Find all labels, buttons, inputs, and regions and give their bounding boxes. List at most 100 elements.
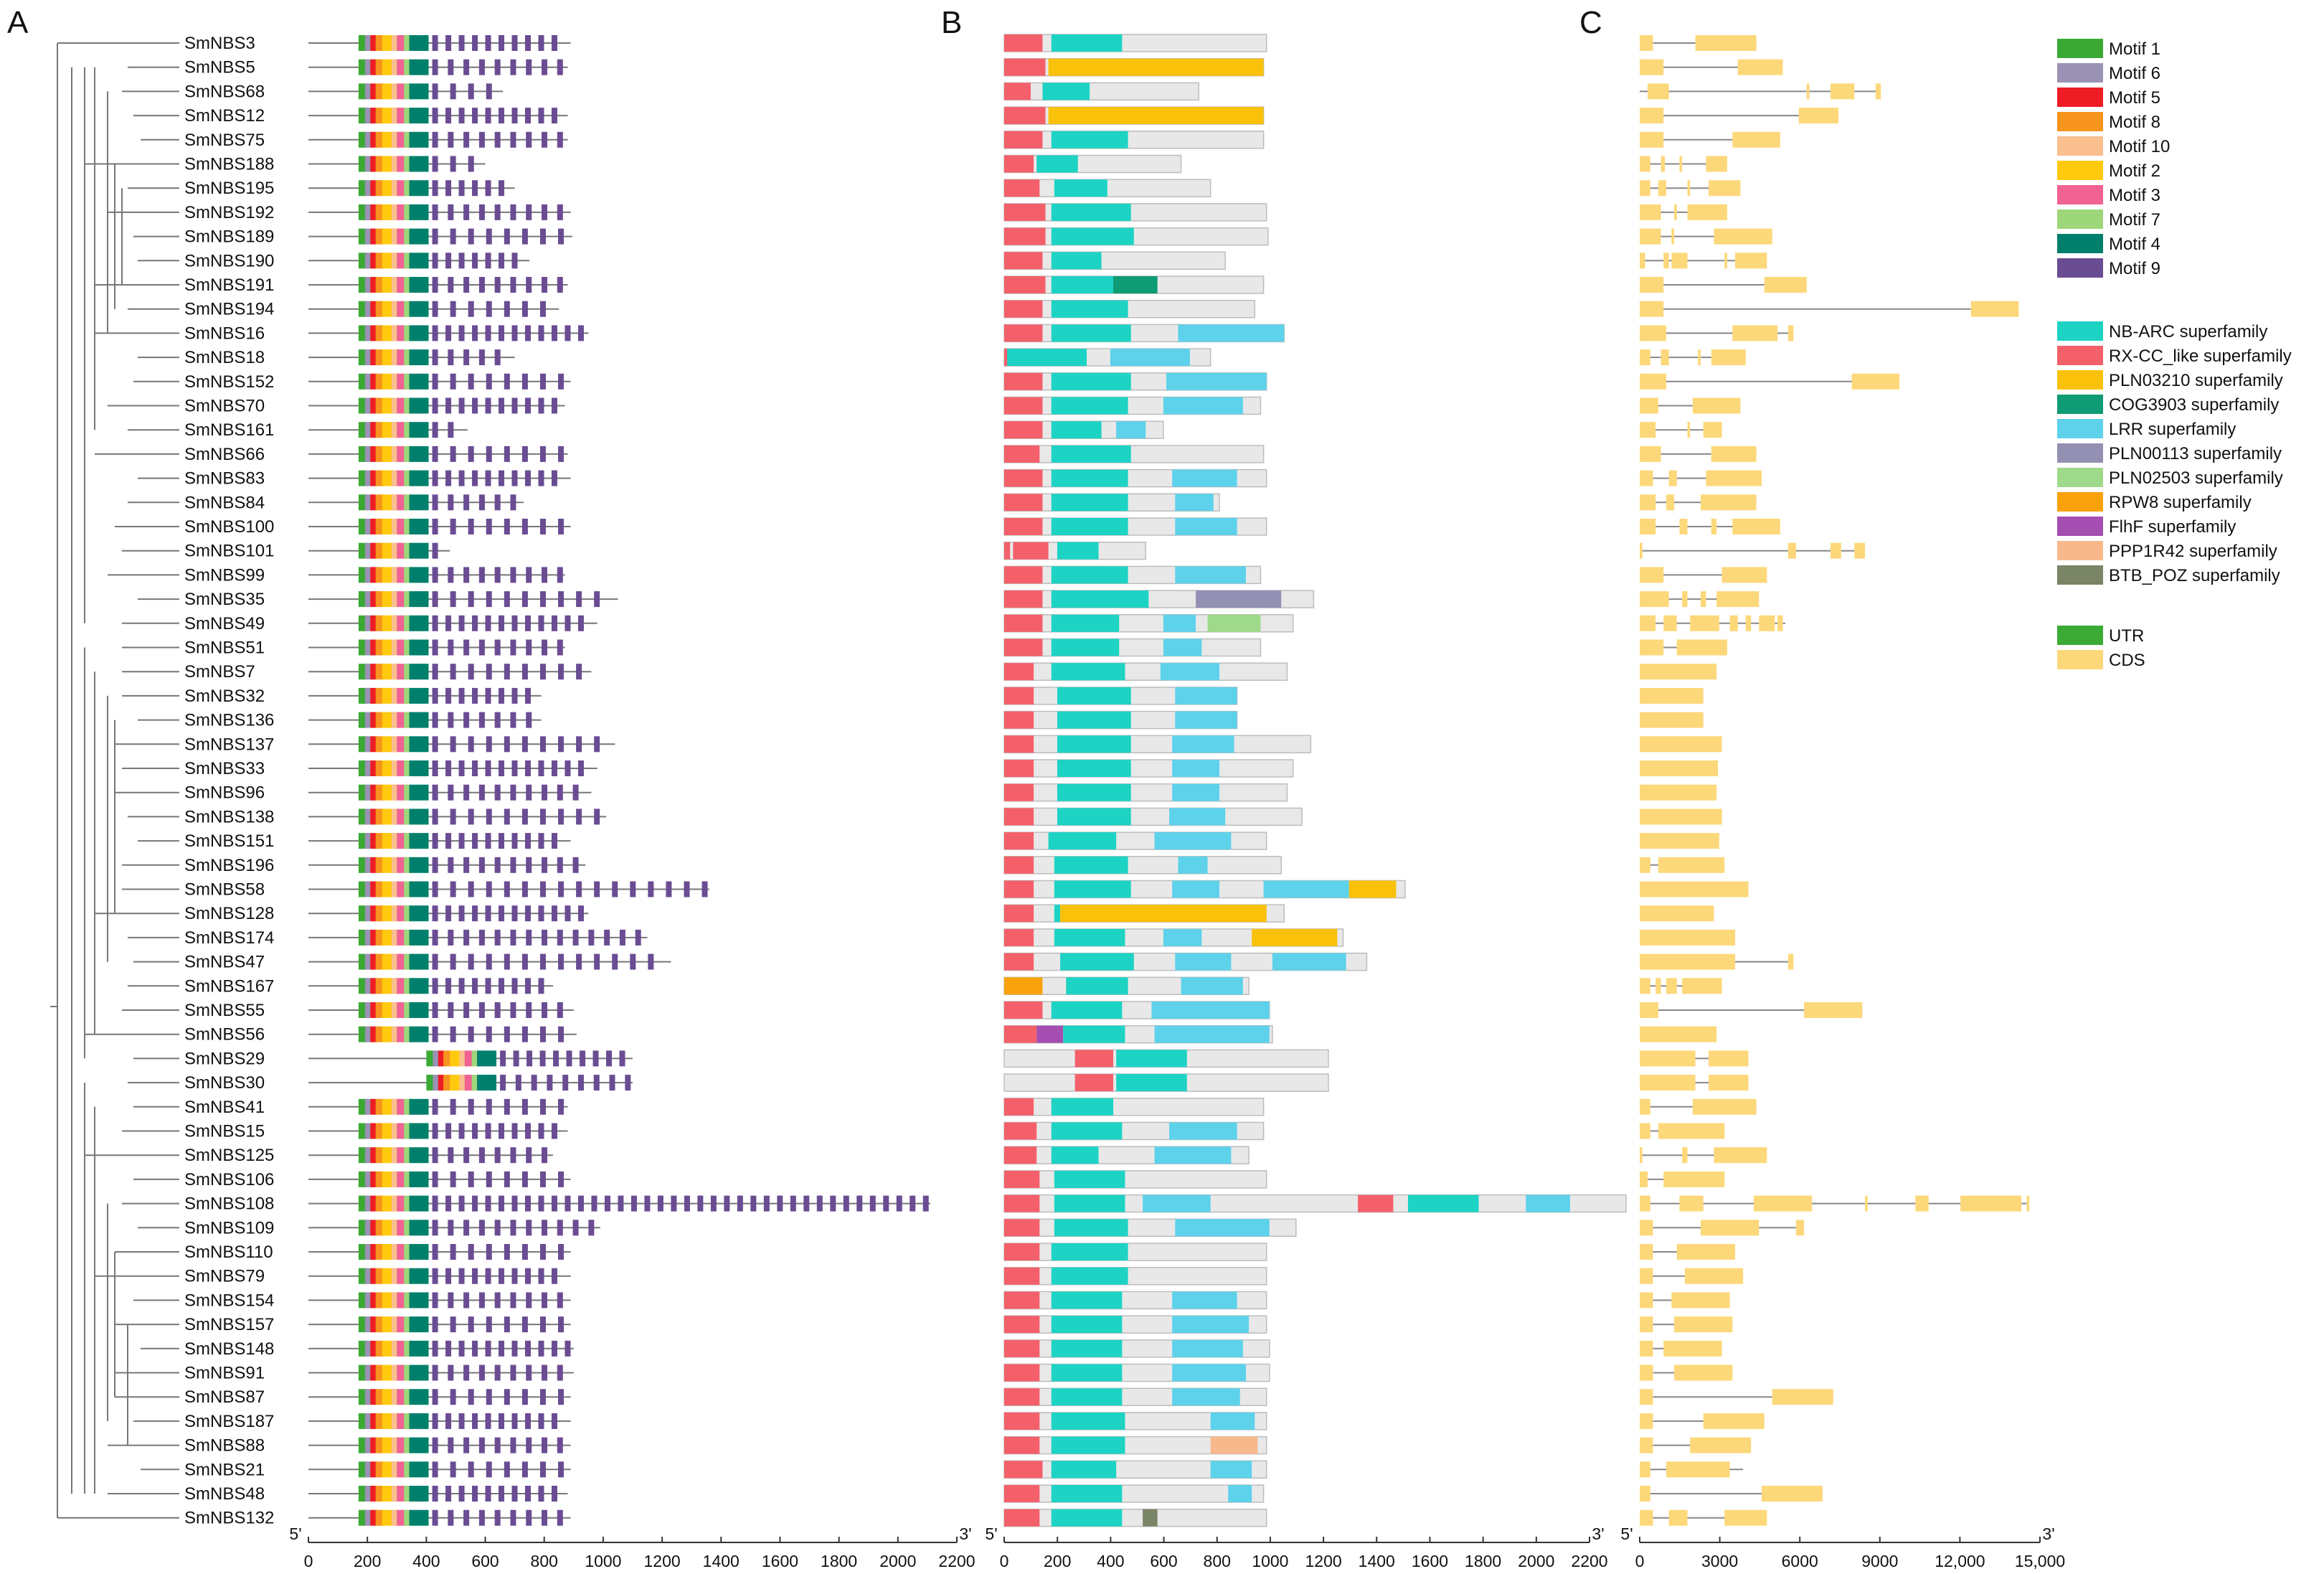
motif-box [558,953,565,970]
motif-box [409,83,429,100]
motif-box [471,1075,478,1091]
motif-box [539,809,546,825]
gene-name: SmNBS16 [184,324,265,343]
motif-box [450,1244,456,1260]
domain-box [1151,1002,1270,1019]
domain-box [1042,83,1090,100]
motif-box [472,180,478,197]
motif-box [750,1195,757,1212]
motif-box [370,615,377,631]
motif-box [526,1365,532,1381]
motif-box [499,1413,505,1429]
motif-box [391,1195,398,1212]
motif-box [486,1461,492,1478]
motif-box [391,881,398,897]
motif-box [364,253,372,269]
motif-box [404,108,411,124]
domain-box [1051,1436,1125,1454]
exon-box [1640,1365,1653,1381]
motif-box [364,204,372,220]
domain-box [1057,760,1131,777]
motif-box [391,1147,398,1164]
a-tick-label: 1200 [644,1552,681,1570]
legend-label: RPW8 superfamily [2109,493,2252,512]
motif-box [478,1220,485,1236]
exon-box [1806,83,1810,100]
motif-box [557,204,563,220]
exon-box [1700,1220,1759,1236]
domain-box [1004,1025,1037,1043]
legend-label: Motif 5 [2109,88,2160,108]
exon-box [1711,519,1717,534]
motif-box [432,494,438,511]
motif-box [364,664,372,680]
motif-box [445,470,452,486]
legend-label: Motif 6 [2109,64,2160,83]
gene-name: SmNBS174 [184,928,274,948]
exon-box [1640,180,1650,197]
motif-box [485,833,491,849]
motif-box [370,204,377,220]
motif-box [499,687,505,704]
motif-box [391,349,398,366]
motif-box [432,1292,438,1309]
motif-box [538,1486,544,1502]
motif-box [409,1365,429,1381]
exon-box [1671,253,1688,269]
motif-box [635,929,641,946]
motif-box [370,905,377,922]
motif-box [409,156,429,172]
motif-box [478,1365,485,1381]
domain-box [1051,590,1149,608]
exon-box [1716,591,1759,608]
motif-box [404,83,411,100]
domain-box [1178,324,1285,342]
motif-box [409,446,429,462]
gene-name: SmNBS84 [184,493,265,512]
motif-box [499,253,505,269]
motif-box [576,736,582,753]
motif-box [409,1195,429,1212]
motif-box [538,1268,544,1284]
motif-box [370,1316,377,1333]
b-tick-label: 1200 [1305,1552,1342,1570]
motif-box [445,615,452,631]
exon-box [1970,301,2019,317]
motif-box [557,929,563,946]
motif-box [448,349,454,366]
legend-swatch [2057,209,2103,229]
motif-box [557,1220,563,1236]
domain-box [1066,977,1128,995]
motif-box [531,1075,537,1091]
motif-box [370,1389,377,1405]
motif-box [485,180,491,197]
motif-box [432,1365,438,1381]
motif-box [499,760,505,776]
motif-box [843,1195,849,1212]
exon-box [1787,953,1794,970]
protein-bar [1003,445,1265,463]
domain-box [1116,1050,1187,1068]
legend-swatch [2057,419,2103,438]
motif-box [409,712,429,728]
motif-box [364,712,372,728]
domain-box [1228,1485,1252,1502]
motif-box [525,1413,532,1429]
legend-swatch [2057,443,2103,463]
motif-box [404,1195,411,1212]
motif-box [526,1147,532,1164]
motif-box [486,519,492,534]
exon-box [1854,542,1866,559]
motif-box [494,639,501,656]
motif-box [472,1340,478,1357]
gene-name: SmNBS167 [184,976,274,996]
exon-box [1663,1340,1722,1357]
exon-box [1640,1195,1650,1212]
motif-box [448,422,454,438]
legend-label: Motif 1 [2109,39,2160,59]
motif-box [684,881,690,897]
motif-box [370,253,377,269]
motif-box [391,1509,398,1526]
gene-name: SmNBS32 [184,687,265,706]
motif-box [391,833,398,849]
